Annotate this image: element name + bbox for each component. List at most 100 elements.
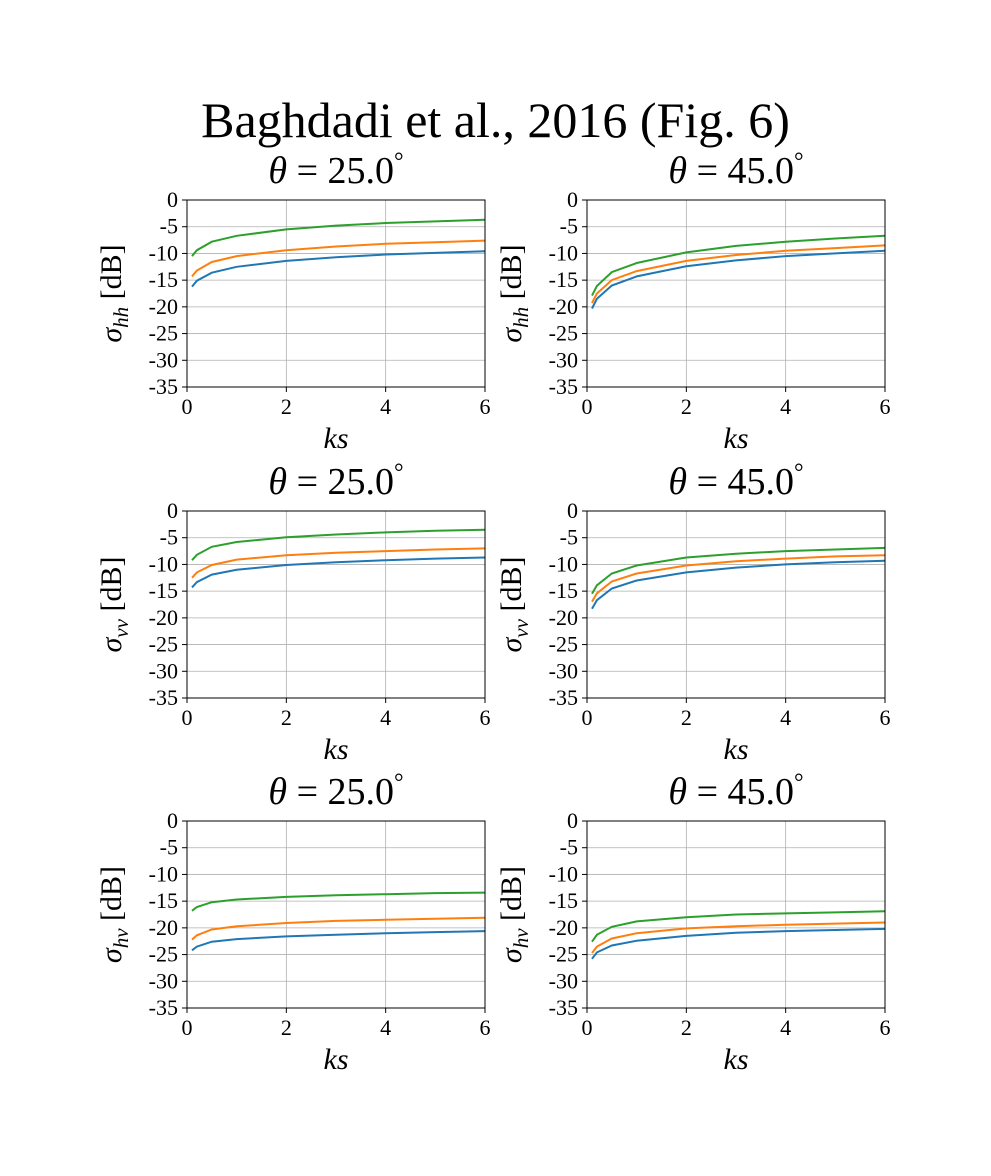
y-tick-label: -5	[160, 214, 178, 239]
y-axis-label: σvv [dB]	[95, 557, 133, 653]
y-tick-label: -10	[149, 861, 178, 886]
plot-frame	[186, 510, 486, 699]
plot-frame	[186, 199, 486, 388]
x-tick-label: 2	[281, 1015, 292, 1040]
x-tick-label: 6	[880, 1015, 891, 1040]
subplot-3: 0 2 4 60-5-10-15-20-25-30-35θ = 25.0°ksσvv …	[95, 460, 491, 766]
x-tick-label: 0	[582, 705, 593, 730]
plot-frame	[586, 510, 886, 699]
subplot-title: θ = 25.0°	[268, 770, 403, 813]
y-tick-label: -30	[149, 347, 178, 372]
x-tick-label: 6	[480, 1015, 491, 1040]
y-tick-label: -5	[560, 214, 578, 239]
y-axis-label: σhh [dB]	[95, 244, 133, 342]
x-tick-label: 2	[281, 394, 292, 419]
y-tick-label: -35	[149, 374, 178, 399]
subplot-grid: 0 2 4 60-5-10-15-20-25-30-35θ = 25.0°ksσhh …	[95, 149, 891, 1076]
x-axis-label: ks	[724, 422, 749, 455]
subplot-6: 0 2 4 60-5-10-15-20-25-30-35θ = 45.0°ksσhv …	[495, 770, 891, 1076]
series-line-3	[591, 546, 886, 595]
y-tick-label: -15	[549, 578, 578, 603]
y-tick-label: -25	[149, 942, 178, 967]
subplot-title: θ = 45.0°	[668, 770, 803, 813]
y-axis-label: σhv [dB]	[95, 866, 133, 963]
x-axis-label: ks	[724, 733, 749, 766]
x-tick-label: 6	[480, 705, 491, 730]
y-tick-label: -35	[149, 995, 178, 1020]
y-tick-label: 0	[167, 808, 178, 833]
y-axis-label: σvv [dB]	[495, 557, 533, 653]
y-tick-label: -10	[549, 240, 578, 265]
y-tick-label: -10	[549, 861, 578, 886]
y-tick-label: -10	[549, 551, 578, 576]
x-axis-label: ks	[724, 1043, 749, 1076]
series-line-1	[191, 556, 486, 589]
series-line-2	[591, 921, 886, 954]
series-line-2	[191, 239, 486, 278]
plot-frame	[586, 820, 886, 1009]
subplot-4: 0 2 4 60-5-10-15-20-25-30-35θ = 45.0°ksσvv …	[495, 460, 891, 766]
series-line-2	[191, 916, 486, 941]
x-axis-label: ks	[324, 1043, 349, 1076]
y-tick-label: -35	[549, 685, 578, 710]
y-tick-label: -35	[549, 374, 578, 399]
y-tick-label: -35	[549, 995, 578, 1020]
series-line-1	[191, 930, 486, 952]
x-tick-label: 6	[880, 394, 891, 419]
x-tick-label: 4	[780, 705, 791, 730]
y-tick-label: -5	[160, 835, 178, 860]
series-line-1	[591, 559, 886, 610]
y-tick-label: -15	[549, 267, 578, 292]
y-tick-label: -25	[149, 321, 178, 346]
y-tick-label: 0	[167, 187, 178, 212]
x-tick-label: 4	[780, 394, 791, 419]
y-tick-label: -25	[149, 632, 178, 657]
x-tick-label: 0	[582, 1015, 593, 1040]
subplot-5: 0 2 4 60-5-10-15-20-25-30-35θ = 25.0°ksσhv …	[95, 770, 491, 1076]
y-tick-label: -30	[149, 658, 178, 683]
x-tick-label: 2	[281, 705, 292, 730]
y-tick-label: -20	[549, 605, 578, 630]
x-tick-label: 0	[182, 1015, 193, 1040]
y-tick-label: -30	[549, 658, 578, 683]
y-tick-label: -10	[149, 551, 178, 576]
y-tick-label: -15	[149, 888, 178, 913]
series-line-3	[191, 218, 486, 257]
x-tick-label: 2	[681, 705, 692, 730]
y-tick-label: -30	[549, 968, 578, 993]
series-line-3	[591, 910, 886, 943]
y-axis-label: σhh [dB]	[495, 244, 533, 342]
x-axis-label: ks	[324, 422, 349, 455]
plot-frame	[586, 199, 886, 388]
figure-title: Baghdadi et al., 2016 (Fig. 6)	[201, 92, 790, 148]
y-tick-label: -5	[560, 525, 578, 550]
subplot-title: θ = 45.0°	[668, 460, 803, 503]
x-tick-label: 2	[681, 1015, 692, 1040]
y-tick-label: 0	[567, 498, 578, 523]
series-line-2	[191, 547, 486, 579]
x-tick-label: 0	[582, 394, 593, 419]
x-tick-label: 4	[780, 1015, 791, 1040]
series-line-1	[191, 250, 486, 288]
y-tick-label: -15	[149, 578, 178, 603]
y-tick-label: -5	[160, 525, 178, 550]
subplot-1: 0 2 4 60-5-10-15-20-25-30-35θ = 25.0°ksσhh …	[95, 149, 491, 455]
subplot-title: θ = 45.0°	[668, 149, 803, 192]
y-tick-label: -10	[149, 240, 178, 265]
y-axis-label: σhv [dB]	[495, 866, 533, 963]
subplot-title: θ = 25.0°	[268, 460, 403, 503]
x-axis-label: ks	[324, 733, 349, 766]
series-line-2	[591, 244, 886, 304]
x-tick-label: 6	[480, 394, 491, 419]
y-tick-label: -30	[549, 347, 578, 372]
y-tick-label: -20	[149, 294, 178, 319]
y-tick-label: -35	[149, 685, 178, 710]
y-tick-label: -15	[549, 888, 578, 913]
y-tick-label: 0	[567, 187, 578, 212]
y-tick-label: -20	[149, 915, 178, 940]
y-tick-label: -20	[549, 294, 578, 319]
x-tick-label: 4	[380, 1015, 391, 1040]
y-tick-label: -30	[149, 968, 178, 993]
y-tick-label: -5	[560, 835, 578, 860]
